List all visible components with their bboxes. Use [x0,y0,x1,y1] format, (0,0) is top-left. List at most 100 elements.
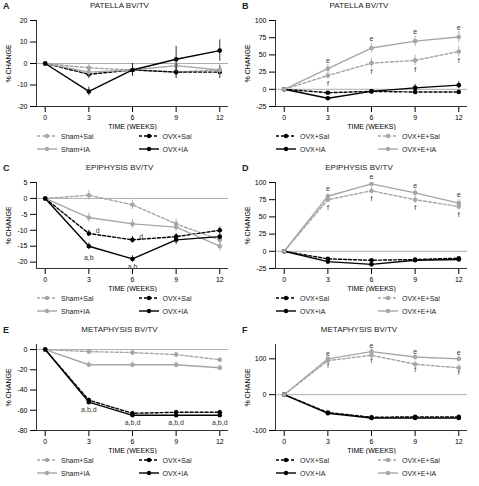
svg-text:f: f [414,66,416,73]
svg-text:TIME (WEEKS): TIME (WEEKS) [108,447,157,455]
svg-text:-10: -10 [17,81,27,88]
svg-text:25: 25 [259,68,267,75]
svg-text:TIME (WEEKS): TIME (WEEKS) [108,123,157,131]
svg-text:12: 12 [216,276,224,283]
svg-text:3: 3 [87,114,91,121]
svg-text:-15: -15 [17,242,27,249]
svg-text:f: f [371,68,373,75]
svg-text:6: 6 [370,114,374,121]
svg-text:-5: -5 [21,211,27,218]
svg-text:TIME (WEEKS): TIME (WEEKS) [108,285,157,293]
svg-text:0: 0 [263,86,267,93]
svg-text:10: 10 [20,38,28,45]
svg-text:f: f [371,357,373,364]
svg-text:e: e [413,28,417,35]
svg-text:9: 9 [413,438,417,445]
svg-text:f: f [458,211,460,218]
svg-text:9: 9 [174,438,178,445]
svg-text:f: f [414,204,416,211]
svg-text:-20: -20 [17,366,27,373]
svg-text:9: 9 [413,114,417,121]
svg-text:e: e [457,191,461,198]
svg-text:-25: -25 [256,265,266,272]
svg-text:% CHANGE: % CHANGE [5,44,12,82]
svg-text:d: d [96,227,100,234]
svg-text:75: 75 [259,34,267,41]
svg-text:f: f [327,362,329,369]
svg-text:% CHANGE: % CHANGE [5,206,12,244]
svg-text:e: e [457,349,461,356]
svg-text:e: e [370,174,374,180]
svg-text:9: 9 [174,114,178,121]
svg-text:-60: -60 [17,407,27,414]
svg-text:100: 100 [255,355,267,362]
svg-text:0: 0 [263,248,267,255]
svg-text:25: 25 [259,230,267,237]
svg-text:6: 6 [370,276,374,283]
svg-text:TIME (WEEKS): TIME (WEEKS) [347,285,396,293]
svg-text:% CHANGE: % CHANGE [5,368,12,406]
svg-text:e: e [326,57,330,64]
svg-text:0: 0 [43,114,47,121]
svg-text:f: f [327,204,329,211]
svg-text:3: 3 [87,276,91,283]
svg-text:f: f [458,57,460,64]
svg-text:a,b,d: a,b,d [81,405,97,412]
svg-text:% CHANGE: % CHANGE [244,206,251,244]
svg-text:d: d [139,233,143,240]
svg-text:0: 0 [282,114,286,121]
svg-text:0: 0 [282,276,286,283]
svg-text:-25: -25 [256,103,266,110]
svg-text:0: 0 [282,438,286,445]
svg-text:3: 3 [326,438,330,445]
svg-text:6: 6 [131,438,135,445]
svg-text:0: 0 [43,438,47,445]
svg-text:e: e [413,348,417,355]
svg-text:12: 12 [216,438,224,445]
svg-text:e: e [326,185,330,192]
svg-text:0: 0 [24,60,28,67]
svg-text:-10: -10 [17,227,27,234]
svg-text:100: 100 [255,179,267,186]
svg-text:% CHANGE: % CHANGE [244,44,251,82]
svg-text:f: f [327,80,329,87]
svg-text:0: 0 [24,346,28,353]
svg-text:6: 6 [370,438,374,445]
svg-text:3: 3 [326,114,330,121]
svg-text:75: 75 [259,196,267,203]
svg-text:f: f [414,366,416,373]
svg-text:a,b,d: a,b,d [212,419,228,426]
svg-text:a,b,d: a,b,d [168,419,184,426]
svg-text:5: 5 [24,179,28,186]
svg-text:6: 6 [131,114,135,121]
svg-text:-20: -20 [17,258,27,265]
svg-text:-80: -80 [17,427,27,434]
svg-text:9: 9 [174,276,178,283]
svg-text:a,b: a,b [128,263,138,270]
svg-text:0: 0 [43,276,47,283]
svg-text:-40: -40 [17,386,27,393]
svg-text:12: 12 [455,276,463,283]
svg-text:e: e [370,35,374,42]
svg-text:e: e [326,350,330,357]
svg-text:3: 3 [326,276,330,283]
svg-text:e: e [413,181,417,188]
svg-text:100: 100 [255,17,267,24]
svg-text:f: f [371,195,373,202]
svg-text:12: 12 [455,114,463,121]
svg-text:20: 20 [20,17,28,24]
svg-text:3: 3 [87,438,91,445]
svg-text:12: 12 [216,114,224,121]
svg-text:0: 0 [24,195,28,202]
svg-text:50: 50 [259,213,267,220]
svg-text:9: 9 [413,276,417,283]
svg-text:a,b: a,b [84,254,94,261]
svg-text:a,b,d: a,b,d [125,419,141,426]
svg-text:e: e [457,24,461,31]
svg-text:% CHANGE: % CHANGE [244,368,251,406]
svg-text:0: 0 [263,391,267,398]
svg-text:TIME (WEEKS): TIME (WEEKS) [347,123,396,131]
svg-text:-100: -100 [252,427,266,434]
svg-text:TIME (WEEKS): TIME (WEEKS) [347,447,396,455]
svg-text:e: e [370,342,374,349]
